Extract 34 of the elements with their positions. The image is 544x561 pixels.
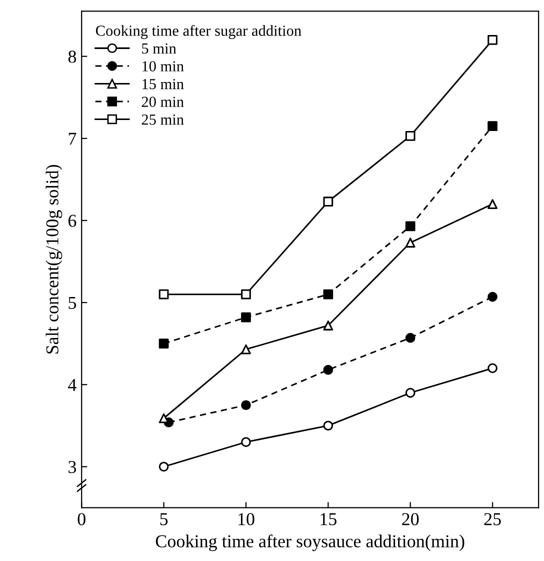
- legend-label: 10 min: [142, 61, 184, 72]
- point: [405, 131, 416, 141]
- x-tick-label: 0: [78, 513, 86, 526]
- y-tick-label: 4: [68, 378, 76, 391]
- y-tick-label: 6: [68, 214, 76, 227]
- legend-label: 20 min: [142, 96, 184, 107]
- x-axis-title: Cooking time after soysauce addition(min): [156, 534, 464, 552]
- point: [323, 320, 334, 330]
- y-axis-title: Salt concent(g/100g solid): [46, 164, 62, 354]
- point: [323, 196, 334, 207]
- x-tick-label: 10: [238, 513, 254, 526]
- point: [158, 289, 169, 300]
- x-tick-label: 15: [320, 513, 336, 526]
- x-tick-label: 5: [160, 513, 168, 526]
- point: [405, 238, 416, 248]
- point: [241, 344, 251, 354]
- legend-title: Cooking time after sugar addition: [96, 24, 302, 40]
- legend-label: 5 min: [142, 43, 176, 54]
- y-tick-label: 7: [68, 132, 76, 145]
- point: [488, 35, 498, 45]
- legend-label: 15 min: [142, 78, 184, 90]
- point: [158, 338, 169, 349]
- point: [488, 121, 498, 132]
- y-tick-label: 5: [68, 296, 76, 309]
- point: [323, 289, 334, 300]
- legend-label: 25 min: [142, 114, 184, 125]
- point: [241, 289, 251, 300]
- y-tick-label: 3: [68, 460, 76, 474]
- point: [241, 312, 251, 322]
- point: [405, 221, 416, 232]
- x-tick-label: 25: [484, 513, 501, 526]
- point: [488, 199, 498, 209]
- y-tick-label: 8: [68, 50, 76, 63]
- x-tick-label: 20: [402, 513, 419, 526]
